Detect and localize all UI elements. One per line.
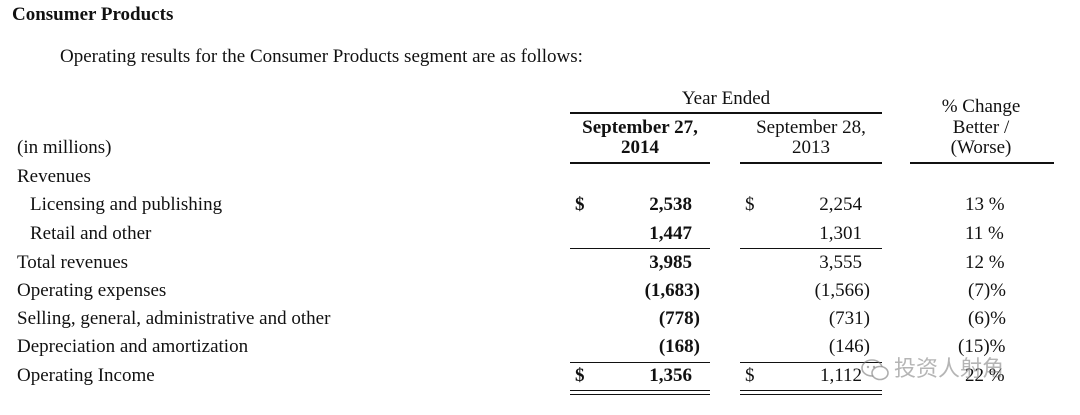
rule-2014-subtotal	[570, 248, 710, 249]
rule-2014-header	[570, 162, 710, 164]
row-label-sga: Selling, general, administrative and oth…	[17, 308, 331, 329]
cur-symbol: $	[575, 365, 585, 386]
rule-2013-expenses	[740, 362, 882, 363]
cur-value: (168)	[658, 336, 700, 357]
prior-value: (1,566)	[814, 280, 870, 301]
header-year-ended: Year Ended	[681, 88, 771, 109]
header-2013-line1: September 28,	[756, 117, 866, 138]
prior-value: 3,555	[819, 252, 862, 273]
change-value: 11 %	[965, 223, 1004, 244]
prior-symbol: $	[745, 365, 755, 386]
row-label-operating-expenses: Operating expenses	[17, 280, 167, 301]
cur-value: (1,683)	[644, 280, 700, 301]
change-value: (6)%	[968, 308, 1006, 329]
row-label-retail: Retail and other	[30, 223, 152, 244]
units-label: (in millions)	[17, 137, 112, 158]
row-label-operating-income: Operating Income	[17, 365, 155, 386]
header-rule	[570, 112, 882, 114]
change-value: 22 %	[965, 365, 1005, 386]
prior-value: (146)	[828, 336, 870, 357]
row-label-revenues: Revenues	[17, 166, 91, 187]
double-rule-2014-top	[570, 390, 710, 391]
cur-value: 1,356	[649, 365, 692, 386]
row-label-licensing: Licensing and publishing	[30, 194, 223, 215]
rule-change-header	[910, 162, 1054, 164]
intro-text: Operating results for the Consumer Produ…	[60, 46, 583, 67]
double-rule-2013-top	[740, 390, 882, 391]
change-value: (15)%	[958, 336, 1006, 357]
change-value: 13 %	[965, 194, 1005, 215]
cur-value: 3,985	[649, 252, 692, 273]
prior-value: (731)	[828, 308, 870, 329]
cur-symbol: $	[575, 194, 585, 215]
row-label-depreciation: Depreciation and amortization	[17, 336, 249, 357]
watermark-text: 投资人射角	[894, 357, 1005, 382]
section-title: Consumer Products	[12, 4, 174, 25]
change-value: (7)%	[968, 280, 1006, 301]
header-2013-line2: 2013	[792, 137, 830, 158]
cur-value: 2,538	[649, 194, 692, 215]
prior-value: 1,301	[819, 223, 862, 244]
double-rule-2013-bottom	[740, 394, 882, 395]
rule-2013-subtotal	[740, 248, 882, 249]
double-rule-2014-bottom	[570, 394, 710, 395]
chat-bubbles-icon	[861, 359, 889, 381]
header-change-line3: (Worse)	[950, 137, 1012, 158]
rule-2014-expenses	[570, 362, 710, 363]
cur-value: (778)	[658, 308, 700, 329]
prior-value: 2,254	[819, 194, 862, 215]
rule-2013-header	[740, 162, 882, 164]
change-value: 12 %	[965, 252, 1005, 273]
row-label-total-revenues: Total revenues	[17, 252, 129, 273]
header-change-line2: Better /	[952, 117, 1010, 138]
prior-value: 1,112	[819, 365, 862, 386]
header-2014-line2: 2014	[621, 137, 659, 158]
watermark: 投资人射角	[860, 351, 1004, 383]
header-change-line1: % Change	[941, 96, 1021, 117]
cur-value: 1,447	[649, 223, 692, 244]
header-2014-line1: September 27,	[582, 117, 698, 138]
prior-symbol: $	[745, 194, 755, 215]
